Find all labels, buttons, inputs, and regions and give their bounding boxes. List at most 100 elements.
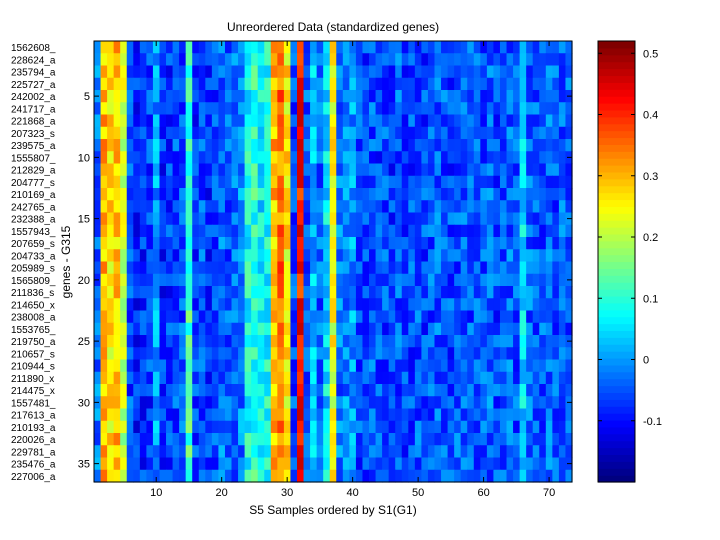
heatmap-cell: [113, 359, 121, 373]
heatmap-cell: [499, 53, 508, 67]
heatmap-cell: [152, 335, 161, 348]
heatmap-cell: [460, 384, 468, 397]
row-label: 1557943_: [11, 227, 56, 238]
heatmap-cell: [362, 77, 370, 91]
heatmap-cell: [329, 151, 337, 165]
heatmap-cell: [506, 396, 514, 410]
heatmap-cell: [526, 151, 534, 165]
heatmap-cell: [473, 114, 481, 128]
heatmap-cell: [427, 249, 436, 263]
heatmap-cell: [513, 384, 521, 397]
heatmap-cell: [107, 384, 115, 397]
heatmap-cell: [323, 224, 331, 238]
heatmap-cell: [414, 90, 422, 103]
heatmap-cell: [303, 249, 311, 263]
heatmap-cell: [257, 200, 265, 214]
heatmap-cell: [336, 322, 344, 336]
heatmap-cell: [421, 90, 429, 103]
heatmap-cell: [486, 420, 495, 434]
heatmap-cell: [126, 335, 134, 348]
heatmap-cell: [473, 249, 481, 263]
heatmap-cell: [224, 151, 233, 165]
heatmap-cell: [460, 224, 468, 238]
heatmap-cell: [355, 433, 364, 446]
heatmap-cell: [434, 188, 442, 201]
heatmap-cell: [166, 224, 174, 238]
heatmap-cell: [506, 114, 514, 128]
heatmap-cell: [224, 53, 233, 67]
heatmap-cell: [100, 433, 108, 446]
heatmap-cell: [211, 175, 220, 189]
heatmap-cell: [441, 90, 449, 103]
heatmap-cell: [355, 469, 364, 483]
heatmap-cell: [146, 224, 154, 238]
heatmap-cell: [211, 420, 220, 434]
heatmap-cell: [185, 139, 193, 152]
heatmap-cell: [323, 298, 331, 312]
heatmap-cell: [126, 445, 134, 459]
heatmap-cell: [238, 396, 246, 410]
heatmap-cell: [545, 396, 553, 410]
heatmap-cell: [323, 310, 331, 324]
heatmap-cell: [277, 53, 285, 67]
heatmap-cell: [401, 102, 409, 116]
heatmap-cell: [552, 163, 560, 177]
colorbar-ticks: -0.100.10.20.30.40.5: [598, 48, 662, 428]
heatmap-cell: [270, 469, 278, 483]
heatmap-cell: [126, 433, 134, 446]
heatmap-cell: [205, 224, 213, 238]
x-tick-label: 30: [281, 487, 293, 499]
heatmap-cell: [493, 102, 501, 116]
heatmap-cell: [539, 175, 547, 189]
heatmap-cell: [152, 261, 161, 275]
heatmap-cell: [336, 359, 344, 373]
heatmap-cell: [362, 151, 370, 165]
heatmap-cell: [480, 359, 488, 373]
heatmap-cell: [539, 53, 547, 67]
heatmap-cell: [218, 163, 226, 177]
heatmap-cell: [336, 163, 344, 177]
heatmap-cell: [257, 286, 265, 299]
heatmap-cell: [218, 102, 226, 116]
heatmap-cell: [152, 371, 161, 385]
heatmap-cell: [545, 139, 553, 152]
heatmap-cell: [303, 408, 311, 422]
heatmap-cell: [362, 163, 370, 177]
heatmap-cell: [539, 310, 547, 324]
heatmap-cell: [205, 261, 213, 275]
heatmap-cell: [205, 298, 213, 312]
heatmap-cell: [159, 371, 167, 385]
heatmap-cell: [139, 163, 147, 177]
heatmap-cell: [231, 224, 239, 238]
heatmap-cell: [179, 114, 187, 128]
heatmap-cell: [231, 175, 239, 189]
heatmap-cell: [270, 457, 278, 471]
heatmap-cell: [283, 335, 292, 348]
heatmap-cell: [388, 322, 396, 336]
heatmap-cell: [172, 335, 180, 348]
heatmap-cell: [480, 249, 488, 263]
heatmap-cell: [329, 139, 337, 152]
heatmap-cell: [277, 151, 285, 165]
heatmap-cell: [257, 396, 265, 410]
heatmap-cell: [388, 53, 396, 67]
heatmap-cell: [493, 396, 501, 410]
heatmap-cell: [120, 445, 128, 459]
heatmap-cell: [231, 457, 239, 471]
heatmap-cell: [316, 420, 324, 434]
heatmap-cell: [558, 65, 567, 79]
heatmap-cell: [323, 77, 331, 91]
heatmap-cell: [362, 286, 370, 299]
heatmap-cell: [552, 261, 560, 275]
heatmap-cell: [349, 90, 357, 103]
heatmap-cell: [198, 261, 206, 275]
heatmap-cell: [552, 212, 560, 226]
heatmap-cell: [558, 53, 567, 67]
heatmap-cell: [362, 445, 370, 459]
heatmap-cell: [283, 249, 292, 263]
heatmap-cell: [401, 212, 409, 226]
chart-title: Unreordered Data (standardized genes): [227, 20, 439, 34]
heatmap-cell: [414, 188, 422, 201]
heatmap-cell: [493, 249, 501, 263]
heatmap-cell: [218, 396, 226, 410]
